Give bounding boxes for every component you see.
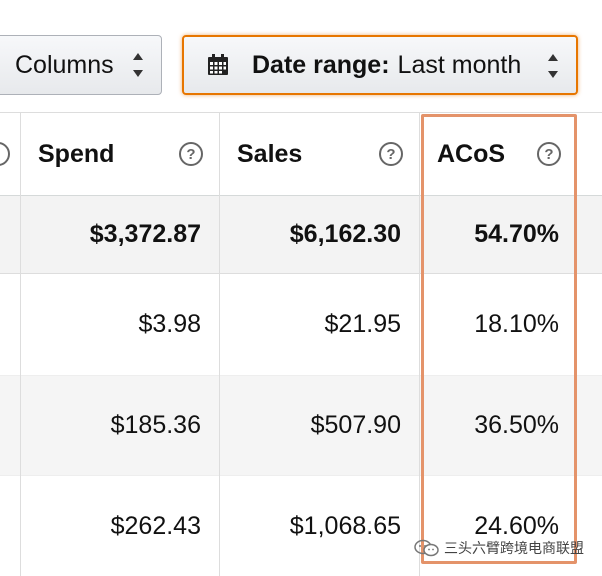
- wechat-icon: [414, 539, 439, 557]
- sales-cell: $1,068.65: [289, 511, 401, 540]
- column-divider: [419, 112, 420, 576]
- column-header-label: ACoS: [437, 139, 506, 168]
- column-header-label: Sales: [237, 139, 303, 168]
- column-divider: [219, 112, 220, 576]
- watermark: 三头六臂跨境电商联盟: [414, 537, 584, 559]
- campaign-table: Spend ? Sales ? ACoS ? $3,372.87 $6,162.…: [0, 112, 602, 576]
- column-header-spend[interactable]: Spend ?: [20, 113, 219, 195]
- help-icon[interactable]: [0, 142, 10, 166]
- total-sales: $6,162.30: [289, 220, 401, 248]
- columns-button[interactable]: Columns: [0, 35, 162, 95]
- columns-label: Columns: [15, 50, 114, 79]
- total-spend: $3,372.87: [89, 220, 201, 248]
- table-header-row: Spend ? Sales ? ACoS ?: [0, 112, 602, 196]
- acos-cell: 24.60%: [474, 511, 559, 540]
- help-icon[interactable]: ?: [537, 142, 561, 166]
- date-range-value: Last month: [397, 50, 522, 79]
- acos-cell: 18.10%: [474, 310, 559, 338]
- total-acos: 54.70%: [474, 220, 559, 248]
- chevron-updown-icon: [133, 53, 143, 77]
- sales-cell: $507.90: [310, 411, 401, 439]
- spend-cell: $185.36: [110, 411, 201, 439]
- date-range-label: Date range:: [252, 50, 390, 79]
- help-icon[interactable]: ?: [179, 142, 203, 166]
- column-header-sales[interactable]: Sales ?: [219, 113, 419, 195]
- table-row: $3.98 $21.95 18.10%: [0, 274, 602, 376]
- totals-row: $3,372.87 $6,162.30 54.70%: [0, 196, 602, 274]
- sales-cell: $21.95: [324, 310, 401, 338]
- table-row: $262.43 $1,068.65 24.60%: [0, 476, 602, 576]
- spend-cell: $262.43: [110, 511, 201, 540]
- table-row: $185.36 $507.90 36.50%: [0, 376, 602, 476]
- chevron-updown-icon: [548, 54, 558, 78]
- column-header-acos[interactable]: ACoS ?: [419, 113, 577, 195]
- column-header-label: Spend: [38, 139, 115, 168]
- toolbar: Columns Date range: Last month: [0, 0, 602, 112]
- spend-cell: $3.98: [138, 310, 201, 338]
- help-icon[interactable]: ?: [379, 142, 403, 166]
- calendar-icon: [208, 54, 228, 75]
- acos-cell: 36.50%: [474, 411, 559, 439]
- column-divider: [20, 112, 21, 576]
- date-range-button[interactable]: Date range: Last month: [182, 35, 578, 95]
- watermark-text: 三头六臂跨境电商联盟: [444, 540, 584, 556]
